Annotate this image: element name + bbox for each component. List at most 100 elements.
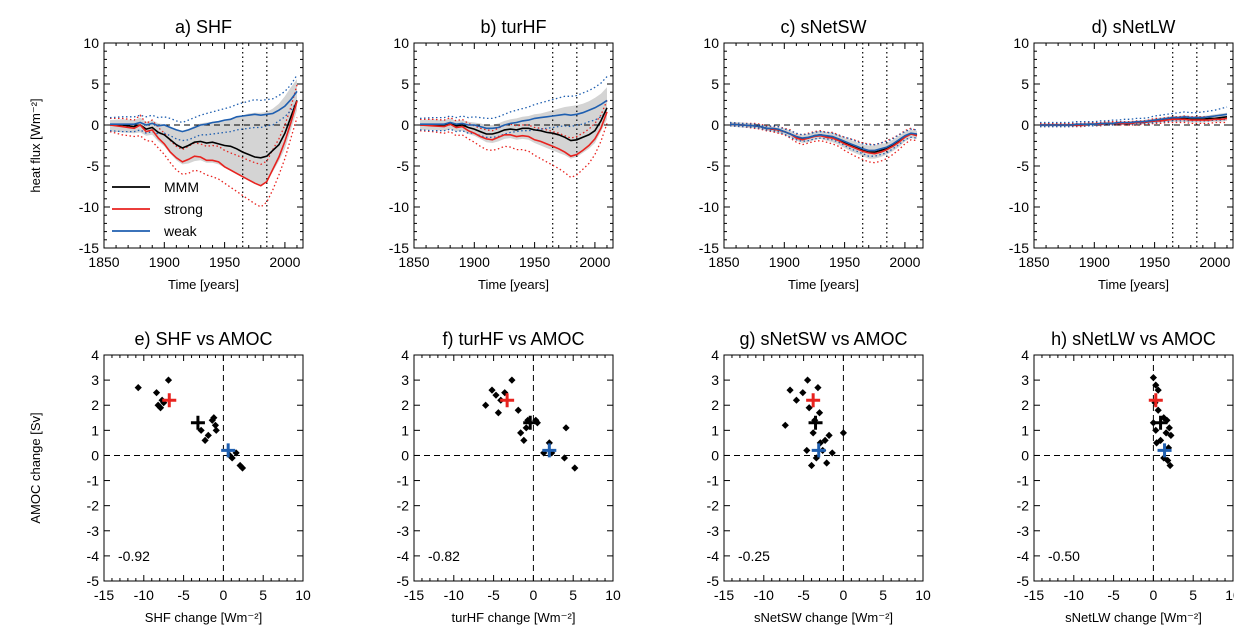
x-tick-label: 1850 (88, 254, 119, 270)
plot-frame (103, 354, 304, 582)
model-point (1154, 386, 1162, 394)
panel-title: a) SHF (175, 17, 232, 37)
y-tick-label: 4 (401, 347, 409, 363)
y-tick-label: 2 (1021, 397, 1029, 413)
model-point (204, 431, 212, 439)
plot-frame (103, 42, 304, 249)
model-point (164, 376, 173, 384)
panel-title: h) sNetLW vs AMOC (1051, 329, 1216, 349)
weak-mean-marker (221, 443, 236, 458)
timeseries-panel-2: -15 -10 -5 0 5 10 1850 1900 1950 2000 c) sNetSW Tim… (699, 17, 924, 292)
plot-frame (723, 354, 924, 582)
y-tick-label: -2 (707, 498, 720, 514)
y-tick-label: -5 (707, 158, 720, 174)
x-tick-label: 5 (879, 587, 887, 603)
y-tick-label: -4 (707, 548, 720, 564)
model-point (492, 391, 500, 399)
y-tick-label: 1 (401, 422, 409, 438)
y-tick-label: -5 (87, 573, 100, 589)
y-tick-label: -3 (707, 523, 720, 539)
model-point (1152, 381, 1160, 389)
model-point (228, 454, 236, 462)
y-tick-label: -3 (1017, 523, 1030, 539)
x-tick-label: 1850 (398, 254, 429, 270)
y-tick-label: 3 (91, 372, 99, 388)
y-tick-label: -5 (397, 573, 410, 589)
model-point (522, 424, 530, 432)
model-point (517, 429, 525, 437)
model-point (156, 404, 165, 412)
y-tick-label: -4 (1017, 548, 1030, 564)
y-tick-label: -1 (707, 473, 720, 489)
panel-title: c) sNetSW (780, 17, 866, 37)
x-axis-label: Time [years] (1098, 277, 1169, 292)
y-tick-label: -10 (79, 199, 99, 215)
x-tick-label: -15 (404, 587, 424, 603)
y-tick-label: -5 (1017, 158, 1030, 174)
y-tick-label: 4 (1021, 347, 1029, 363)
x-tick-label: 1900 (769, 254, 800, 270)
MMM-series-line (420, 107, 608, 142)
strong-spread-lower (1040, 121, 1227, 128)
model-point (1154, 406, 1162, 414)
model-point (560, 454, 569, 462)
model-point (134, 384, 142, 392)
y-tick-label: 5 (711, 76, 719, 92)
plot-frame (723, 42, 924, 249)
correlation-label: -0.50 (1048, 548, 1080, 564)
panel-title: f) turHF vs AMOC (442, 329, 584, 349)
y-tick-label: 1 (91, 422, 99, 438)
y-tick-label: -5 (707, 573, 720, 589)
MMM-mean-marker (808, 415, 823, 430)
plot-frame (413, 42, 614, 249)
y-tick-label: -5 (397, 158, 410, 174)
model-point (807, 461, 816, 470)
model-point (562, 424, 570, 432)
strong-mean-marker (1148, 393, 1163, 408)
x-tick-label: 1950 (519, 254, 550, 270)
model-point (540, 449, 548, 457)
y-tick-label: -3 (397, 523, 410, 539)
x-tick-label: 5 (569, 587, 577, 603)
model-point (781, 421, 789, 429)
y-tick-label: 5 (1021, 76, 1029, 92)
x-tick-label: -5 (177, 587, 190, 603)
model-point (501, 389, 509, 397)
x-tick-label: 10 (605, 587, 621, 603)
plot-frame (413, 354, 614, 582)
x-axis-label: Time [years] (478, 277, 549, 292)
model-point (238, 464, 247, 472)
y-tick-label: -15 (389, 240, 409, 256)
strong-mean-marker (806, 393, 821, 408)
model-point (1152, 426, 1160, 434)
strong-series-line (109, 100, 298, 187)
x-tick-label: 2000 (1199, 254, 1230, 270)
x-tick-label: -5 (1107, 587, 1120, 603)
x-tick-label: 1950 (209, 254, 240, 270)
x-tick-label: -15 (714, 587, 734, 603)
y-tick-label: -15 (1009, 240, 1029, 256)
weak-mean-marker (542, 443, 557, 458)
mmm-range-band (730, 121, 917, 159)
weak-series-line (420, 99, 608, 130)
y-tick-label: 5 (401, 76, 409, 92)
model-point (1166, 461, 1174, 470)
x-axis-label: Time [years] (168, 277, 239, 292)
model-point (1167, 431, 1175, 439)
y-tick-label: -15 (699, 240, 719, 256)
x-tick-label: -10 (134, 587, 154, 603)
model-point (809, 429, 817, 437)
model-point (1149, 419, 1157, 427)
y-tick-label: -4 (397, 548, 410, 564)
mmm-range-band (110, 79, 297, 185)
legend-label: weak (163, 223, 198, 239)
legend: MMM strong weak (112, 179, 203, 239)
y-tick-label: -1 (397, 473, 410, 489)
y-tick-label: 3 (711, 372, 719, 388)
y-tick-label: 0 (91, 447, 99, 463)
model-point (792, 396, 801, 404)
y-tick-label: 0 (91, 117, 99, 133)
model-point (825, 431, 833, 439)
